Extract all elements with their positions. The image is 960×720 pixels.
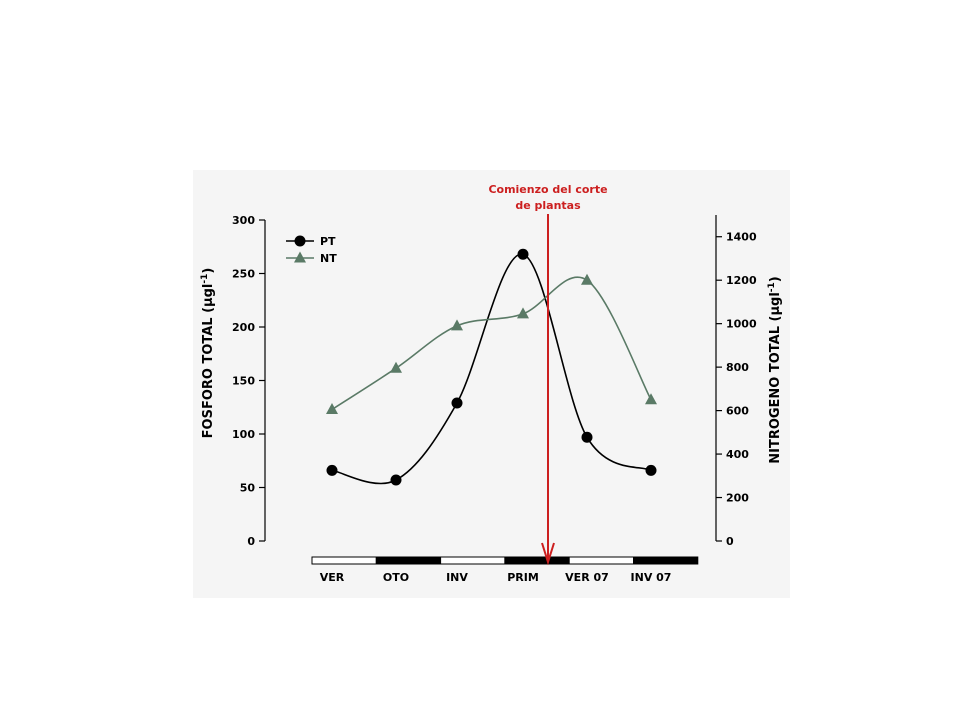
right-tick-label: 400 <box>726 448 749 461</box>
point-PT <box>581 431 593 443</box>
left-axis-title: FOSFORO TOTAL (µgl-1) <box>200 268 216 439</box>
left-tick-label: 200 <box>232 321 255 334</box>
season-bar-segment <box>375 556 442 565</box>
point-NT <box>645 393 657 405</box>
point-PT <box>517 248 529 260</box>
chart-svg: 0 50 100 150 200 250 300 0 200 400 600 800 1000 1200 1… <box>200 183 783 584</box>
right-tick-label: 1000 <box>726 318 757 331</box>
right-tick-label: 200 <box>726 492 749 505</box>
series-line-NT <box>331 276 652 411</box>
category-label: INV <box>446 571 468 584</box>
season-bar-segment <box>633 556 699 565</box>
chart-panel: 0 50 100 150 200 250 300 0 200 400 600 800 1000 1200 1… <box>193 170 790 598</box>
season-bar-segment <box>311 556 377 565</box>
right-tick-label: 0 <box>726 535 734 548</box>
annotation-arrow-head <box>541 542 555 566</box>
point-NT <box>451 319 463 331</box>
category-label: INV 07 <box>631 571 672 584</box>
right-tick-label: 1200 <box>726 274 757 287</box>
season-bar-segment <box>504 556 570 565</box>
point-NT <box>517 307 529 319</box>
point-NT <box>390 361 402 373</box>
legend-marker-PT <box>294 235 306 247</box>
category-label: VER 07 <box>565 571 609 584</box>
point-PT <box>645 464 657 476</box>
annotation-line1: Comienzo del corte <box>488 183 607 196</box>
series-line-PT <box>331 253 652 485</box>
legend-marker-NT <box>294 251 306 263</box>
right-tick-label: 1400 <box>726 231 757 244</box>
right-tick-label: 600 <box>726 405 749 418</box>
category-label: VER <box>320 571 345 584</box>
annotation-line2: de plantas <box>515 199 581 212</box>
season-bar-segment <box>440 556 506 565</box>
point-NT <box>581 273 593 285</box>
left-tick-label: 150 <box>232 375 255 388</box>
point-NT <box>326 403 338 415</box>
legend-label-NT: NT <box>320 252 337 265</box>
left-tick-label: 100 <box>232 428 255 441</box>
left-tick-label: 50 <box>240 482 256 495</box>
left-tick-label: 300 <box>232 214 255 227</box>
season-bar-segment <box>568 556 635 565</box>
point-PT <box>326 464 338 476</box>
right-axis-title: NITROGENO TOTAL (µgl-1) <box>767 276 783 464</box>
point-PT <box>451 397 463 409</box>
point-PT <box>390 474 402 486</box>
left-tick-label: 250 <box>232 268 255 281</box>
right-tick-label: 800 <box>726 361 749 374</box>
category-label: PRIM <box>507 571 539 584</box>
legend-label-PT: PT <box>320 235 336 248</box>
category-label: OTO <box>383 571 409 584</box>
left-tick-label: 0 <box>247 535 255 548</box>
